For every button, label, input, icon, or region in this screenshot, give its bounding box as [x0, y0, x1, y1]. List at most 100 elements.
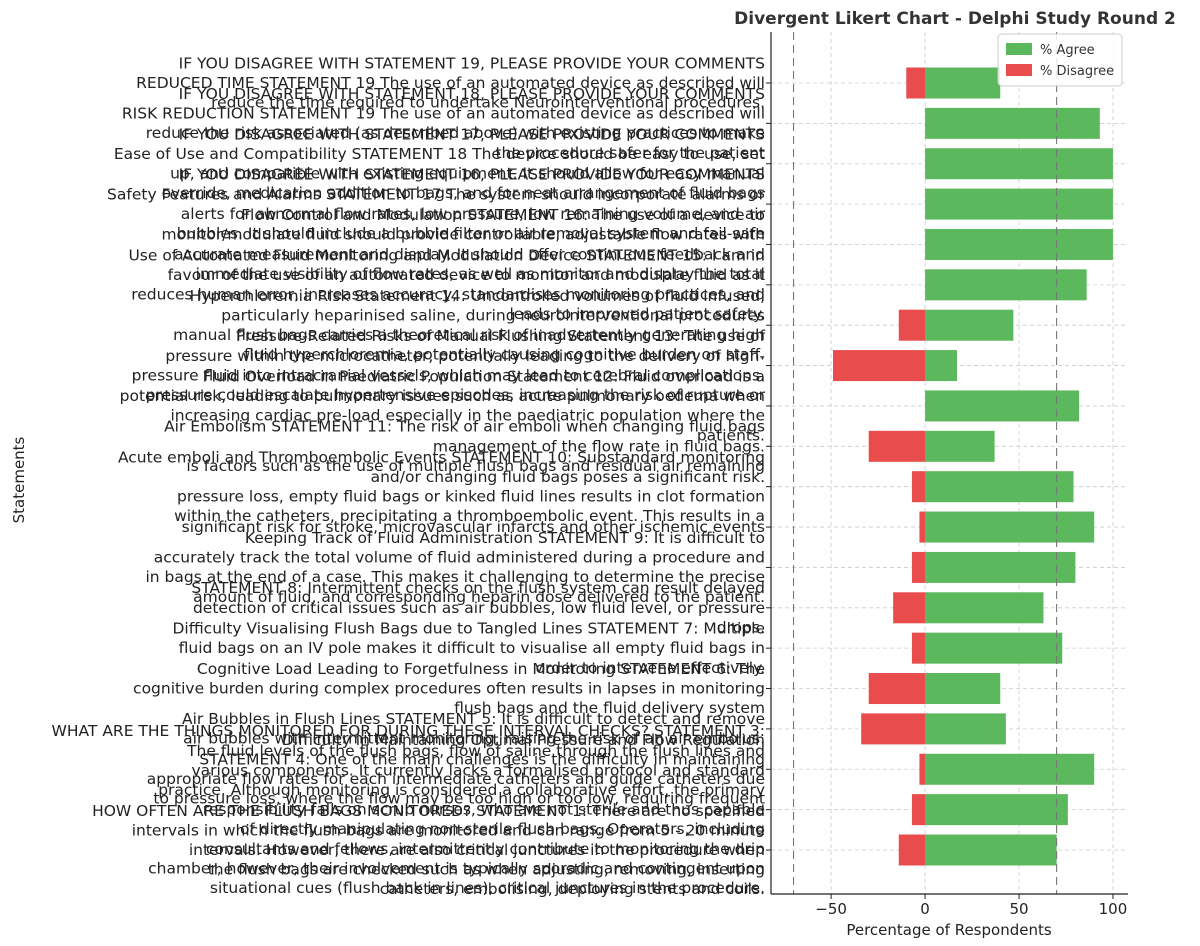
disagree-bar	[906, 67, 926, 99]
category-label: IF YOU DISAGREE WITH STATEMENT 16, PLEAS…	[107, 166, 766, 243]
category-label: Air Bubbles in Flush Lines STATEMENT 5: …	[182, 710, 765, 748]
disagree-bar	[898, 309, 926, 341]
category-label: Pressure-Related Risks of Manual Flushin…	[132, 327, 766, 404]
category-label: IF YOU DISAGREE WITH STATEMENT 19, PLEAS…	[136, 54, 765, 111]
category-label: IF YOU DISAGREE WITH STATEMENT 17, PLEAS…	[114, 125, 765, 202]
category-label-line: RISK REDUCTION STATEMENT 19 The use of a…	[122, 105, 765, 123]
category-label-line: Air Bubbles in Flush Lines STATEMENT 5: …	[182, 710, 765, 728]
agree-bar	[925, 471, 1074, 503]
category-label-line: amount of fluid, and corresponding hepar…	[193, 588, 765, 606]
category-label-line: alerts for abnormal flow rates, low pres…	[181, 205, 766, 223]
category-label-line: detection of critical issues such as air…	[193, 599, 765, 617]
legend-swatch-agree	[1006, 43, 1032, 55]
category-label-line: Pressure-Related Risks of Manual Flushin…	[236, 327, 766, 345]
category-label: Use of Automated Fluid Monitoring and Mo…	[128, 246, 765, 323]
category-label: STATEMENT 8: Intermittent checks on the …	[191, 579, 765, 636]
agree-bar	[925, 753, 1095, 785]
category-label: WHAT ARE THE THINGS MONITORED FOR DURING…	[52, 722, 765, 897]
category-label-line: intervals in which the flush bags are mo…	[132, 821, 765, 839]
agree-bar	[925, 350, 958, 382]
category-label-line: intervals. However, there are also criti…	[189, 841, 765, 859]
category-label-line: consultants and fellows, intermittently …	[206, 840, 765, 858]
category-label-line: Air Embolism STATEMENT 11: The risk of a…	[164, 418, 765, 436]
category-label-line: pressure within the microcatheter, poten…	[165, 347, 765, 365]
category-label: significant risk for stroke, microvascul…	[182, 518, 765, 536]
category-label: Difficulty in Maintaining Optimal Pressu…	[147, 731, 765, 808]
category-label-line: management of the flow rate in fluid bag…	[433, 437, 765, 455]
agree-bar	[925, 309, 1014, 341]
category-label-line: various components. It currently lacks a…	[191, 761, 765, 779]
disagree-bar	[911, 794, 926, 826]
category-label-line: Use of Automated Fluid Monitoring and Mo…	[128, 246, 765, 264]
category-label-line: Difficulty in Maintaining Optimal Pressu…	[282, 731, 765, 749]
category-label: Fluid Overload in Paediatric Population …	[120, 368, 765, 445]
disagree-bar	[898, 834, 926, 866]
x-tick-label: −50	[815, 900, 847, 918]
category-label-line: WHAT ARE THE THINGS MONITORED FOR DURING…	[52, 722, 765, 740]
category-label-line: STATEMENT 4: One of the main challenges …	[199, 751, 765, 769]
category-label-line: IF YOU DISAGREE WITH STATEMENT 17, PLEAS…	[179, 125, 765, 143]
disagree-bar	[911, 471, 926, 503]
category-label-line: HOW OFTEN ARE THE FLUSH BAGS MONITORED? …	[92, 802, 765, 820]
category-label: Cognitive Load Leading to Forgetfulness …	[133, 660, 765, 717]
agree-bar	[925, 834, 1057, 866]
category-label-line: Ease of Use and Compatibility STATEMENT …	[114, 145, 765, 163]
agree-bar	[925, 673, 1001, 705]
category-label-line: the procedure safer for the patient	[495, 144, 765, 162]
disagree-bar	[919, 511, 926, 543]
category-label-line: reduces human error, increases accuracy,…	[131, 286, 765, 304]
category-label-line: chamber, however, their involvement is t…	[148, 859, 765, 877]
category-label-line: REDUCED TIME STATEMENT 19 The use of an …	[136, 74, 765, 92]
category-label: Hyperchloremia Risk Statement 14: Uncont…	[173, 287, 765, 364]
category-label-line: potential risk, leading to pulmonary iss…	[120, 387, 765, 405]
agree-bar	[925, 632, 1063, 664]
category-label: HOW OFTEN ARE THE FLUSH BAGS MONITORED? …	[92, 802, 765, 898]
category-label-line: immediate visibility of flow rates, as w…	[196, 265, 765, 283]
category-label-line: override, medication addition to bags, a…	[162, 184, 765, 202]
category-label-line: increasing cardiac pre-load especially i…	[170, 407, 765, 425]
category-label-line: catheters, embolising, deploying stents …	[380, 880, 765, 898]
agree-bar	[925, 390, 1080, 422]
category-label-line: accurate measurement and display. It sho…	[174, 245, 765, 263]
category-label-line: IF YOU DISAGREE WITH STATEMENT 18, PLEAS…	[179, 85, 765, 103]
category-label-line: is factors such as the use of multiple f…	[186, 457, 765, 475]
category-label-line: Difficulty Visualising Flush Bags due to…	[172, 620, 765, 638]
category-label-line: leads to improved patient safety.	[509, 305, 765, 323]
agree-bar	[925, 269, 1087, 301]
category-label-line: significant risk for stroke, microvascul…	[182, 518, 765, 536]
x-tick-label: 50	[1009, 900, 1028, 918]
x-axis-label: Percentage of Respondents	[846, 921, 1052, 939]
category-label-line: situational cues (flush back in lines), …	[210, 879, 765, 897]
disagree-bar	[833, 350, 926, 382]
category-label-line: fluid bags on an IV pole makes it diffic…	[179, 639, 765, 657]
category-label-line: particularly heparinised saline, during …	[221, 306, 765, 324]
category-label-line: pressure loss, empty fluid bags or kinke…	[177, 488, 765, 506]
category-label-line: up, and compatible with existing equipme…	[170, 165, 765, 183]
category-label-line: Acute emboli and Thromboembolic Events S…	[118, 448, 765, 466]
agree-bar	[925, 148, 1113, 180]
agree-bar	[925, 713, 1006, 745]
category-label-line: air bubbles with intermittent monitoring…	[183, 730, 765, 748]
category-label-line: bubbles. It should include a bubble filt…	[177, 225, 765, 243]
category-label-line: reduce the risk associated (as described…	[146, 124, 765, 142]
category-label-line: Flow Control and Modulation STATEMENT 16…	[241, 206, 765, 224]
category-label-line: to pressure loss, where the flow may be …	[153, 790, 765, 808]
category-labels: HOW OFTEN ARE THE FLUSH BAGS MONITORED? …	[52, 54, 766, 898]
disagree-bar	[919, 753, 926, 785]
category-label-line: of directly manipulating non-sterile flu…	[240, 820, 765, 838]
bars-layer	[833, 67, 1113, 866]
category-label-line: manual flush bags carries a theoretical …	[173, 326, 765, 344]
category-label-line: order to intervene effectively.	[536, 659, 765, 677]
disagree-bar	[893, 592, 926, 624]
category-label-line: patients.	[697, 426, 765, 444]
category-label: Air Embolism STATEMENT 11: The risk of a…	[164, 418, 765, 475]
agree-bar	[925, 592, 1044, 624]
category-label-line: in bags at the end of a case. This makes…	[145, 568, 765, 586]
disagree-bar	[861, 713, 926, 745]
category-label-line: practice. Although monitoring is conside…	[158, 781, 765, 799]
category-label: Flow Control and Modulation STATEMENT 16…	[161, 206, 765, 283]
category-label-line: STATEMENT 8: Intermittent checks on the …	[191, 579, 765, 597]
y-axis-label: Statements	[10, 436, 28, 523]
agree-bar	[925, 188, 1113, 220]
